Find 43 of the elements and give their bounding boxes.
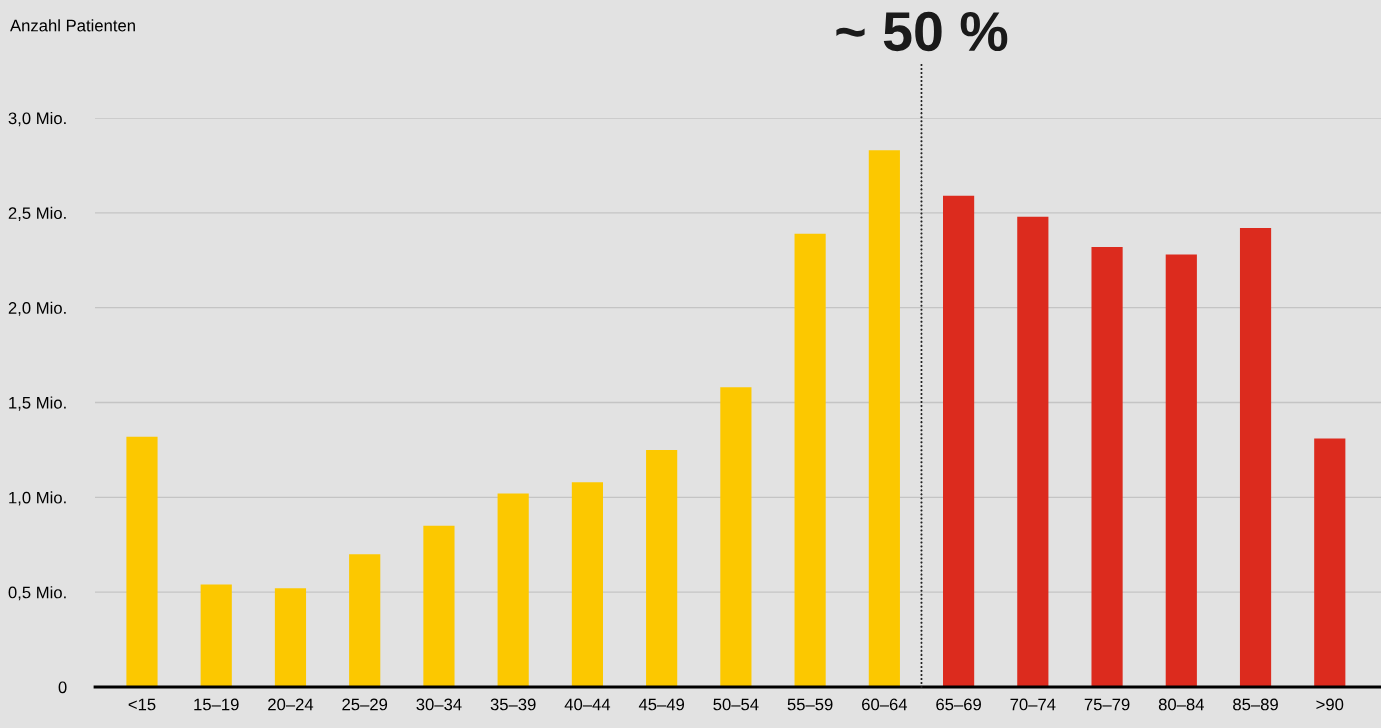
bar xyxy=(794,233,826,687)
y-tick-label: 2,5 Mio. xyxy=(8,206,66,222)
y-tick-label: 1,0 Mio. xyxy=(9,491,66,506)
bar xyxy=(1239,228,1272,687)
text: ~ 50 % xyxy=(836,11,1008,52)
y-tick-label: 2,0 Mio. xyxy=(8,301,66,316)
y-tick-label: 0,5 Mio. xyxy=(8,586,66,601)
x-tick-label: 65–69 xyxy=(936,698,981,711)
bar xyxy=(349,554,381,687)
bar xyxy=(1091,246,1123,687)
x-tick-label: 40–44 xyxy=(564,698,611,711)
x-tick-label: 55–59 xyxy=(787,698,833,711)
bar xyxy=(943,195,975,687)
bar xyxy=(720,387,752,687)
x-tick-label: 25–29 xyxy=(342,698,388,711)
y-tick-label: 0 xyxy=(58,681,67,694)
y-axis-title: Anzahl Patienten xyxy=(10,19,135,32)
bar xyxy=(423,525,455,687)
bar xyxy=(200,584,232,687)
bar xyxy=(497,493,529,687)
x-tick-label: 35–39 xyxy=(490,698,536,711)
bar xyxy=(571,482,603,687)
x-tick-label: 45–49 xyxy=(638,698,685,711)
x-tick-label: 85–89 xyxy=(1233,698,1278,711)
bar xyxy=(1314,438,1346,687)
y-tick-label: 1,5 Mio. xyxy=(9,396,66,411)
x-tick-label: 15–19 xyxy=(194,698,239,711)
x-tick-label: <15 xyxy=(128,698,156,711)
x-tick-label: 30–34 xyxy=(416,698,462,711)
bar xyxy=(126,436,158,687)
x-tick-label: 75–79 xyxy=(1084,698,1130,711)
bar xyxy=(646,449,678,687)
x-tick-label: 70–74 xyxy=(1010,698,1056,711)
x-tick-label: 20–24 xyxy=(268,698,314,711)
y-tick-label: 3,0 Mio. xyxy=(8,111,66,127)
x-tick-label: 80–84 xyxy=(1158,698,1204,711)
x-tick-label: >90 xyxy=(1316,698,1344,711)
bar xyxy=(868,150,900,687)
bar xyxy=(1165,254,1197,687)
bar xyxy=(1017,216,1049,687)
x-tick-label: 60–64 xyxy=(862,698,908,711)
bar xyxy=(274,588,307,687)
x-tick-label: 50–54 xyxy=(713,698,759,711)
